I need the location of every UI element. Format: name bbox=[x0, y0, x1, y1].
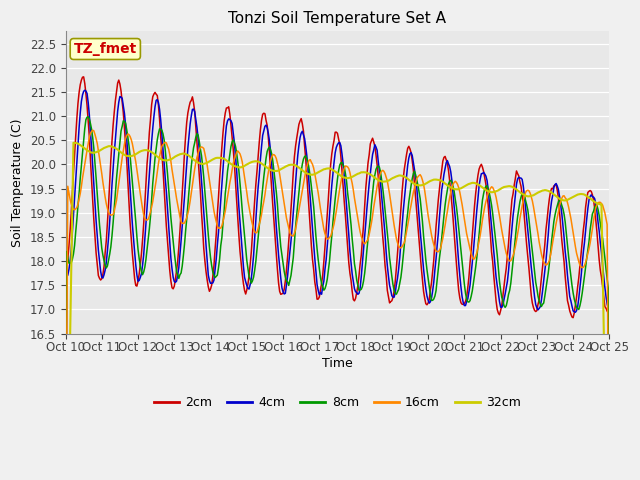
Text: TZ_fmet: TZ_fmet bbox=[74, 42, 137, 56]
Title: Tonzi Soil Temperature Set A: Tonzi Soil Temperature Set A bbox=[228, 11, 447, 26]
X-axis label: Time: Time bbox=[322, 357, 353, 370]
Y-axis label: Soil Temperature (C): Soil Temperature (C) bbox=[11, 118, 24, 247]
Legend: 2cm, 4cm, 8cm, 16cm, 32cm: 2cm, 4cm, 8cm, 16cm, 32cm bbox=[149, 391, 526, 414]
